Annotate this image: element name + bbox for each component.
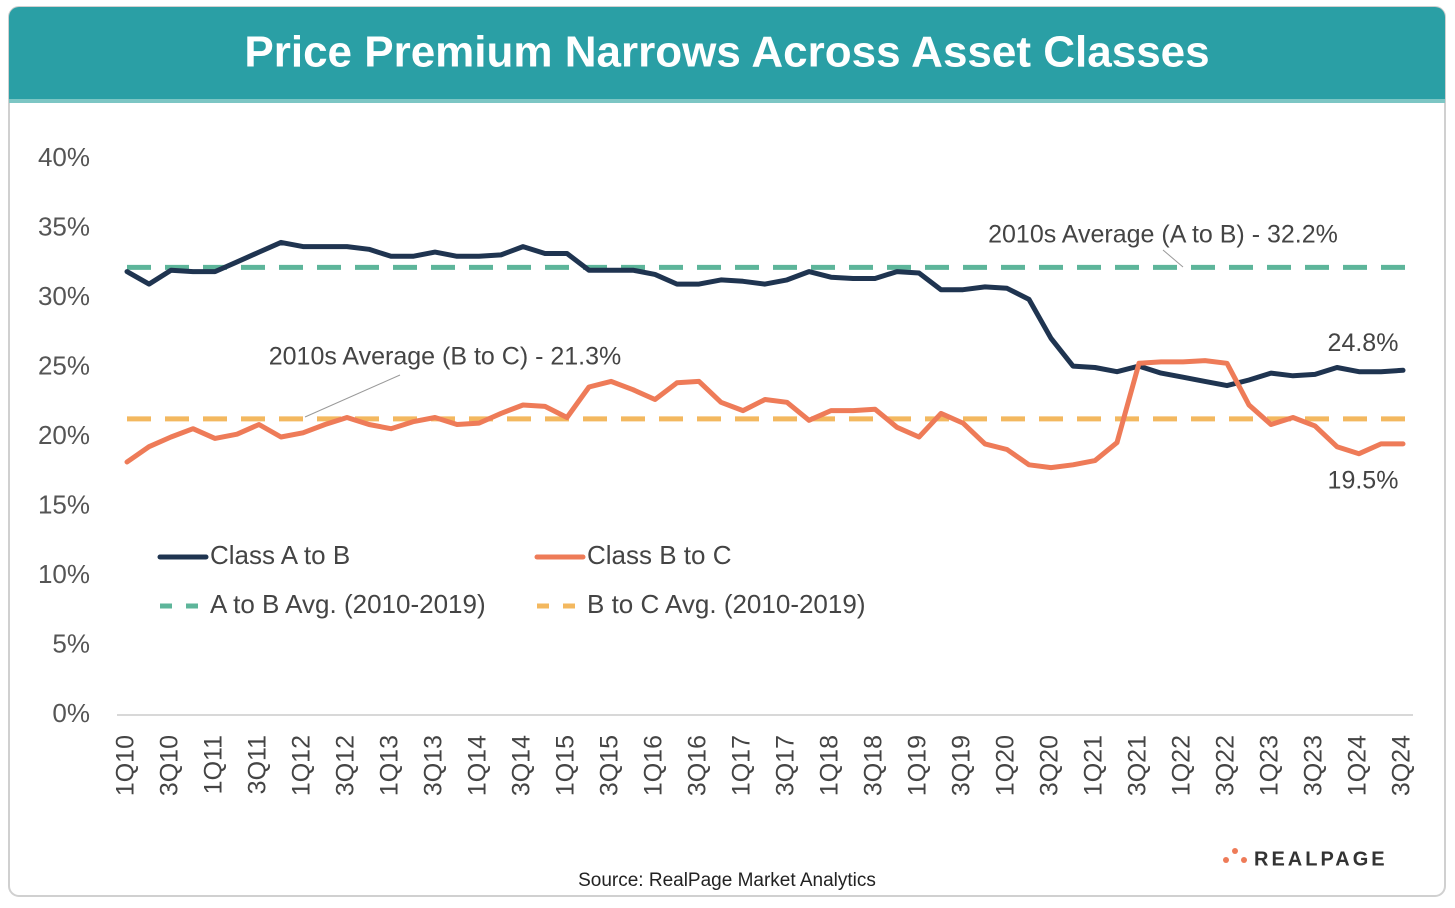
legend-label: A to B Avg. (2010-2019)	[210, 589, 486, 619]
series-line	[124, 239, 1406, 389]
data-label: 19.5%	[1328, 467, 1399, 495]
x-tick-label: 3Q16	[684, 735, 712, 796]
x-tick-label: 3Q23	[1300, 735, 1328, 796]
legend-label: B to C Avg. (2010-2019)	[587, 589, 865, 619]
legend-label: Class A to B	[210, 540, 350, 570]
x-tick-label: 1Q15	[552, 735, 580, 796]
x-tick-label: 1Q20	[992, 735, 1020, 796]
x-tick-label: 1Q14	[464, 735, 492, 796]
series-line	[124, 358, 1406, 471]
x-tick-label: 3Q12	[332, 735, 360, 796]
y-tick-label: 5%	[52, 628, 90, 658]
data-label: 24.8%	[1328, 329, 1399, 357]
x-tick-label: 3Q15	[596, 735, 624, 796]
x-tick-label: 1Q23	[1256, 735, 1284, 796]
x-tick-label: 1Q21	[1080, 735, 1108, 796]
x-tick-label: 1Q24	[1344, 735, 1372, 796]
x-tick-label: 3Q21	[1124, 735, 1152, 796]
y-tick-label: 25%	[38, 350, 90, 380]
annotation-leader	[304, 374, 401, 418]
x-tick-label: 3Q17	[772, 735, 800, 796]
header-bar	[9, 7, 1445, 99]
legend-label: Class B to C	[587, 540, 732, 570]
x-tick-label: 3Q10	[156, 735, 184, 796]
chart-title: Price Premium Narrows Across Asset Class…	[244, 28, 1209, 77]
annotation: 2010s Average (B to C) - 21.3%	[269, 343, 622, 371]
annotation-leader	[1162, 249, 1184, 268]
y-tick-label: 40%	[38, 142, 90, 172]
header-rule	[9, 99, 1445, 103]
x-tick-label: 1Q16	[640, 735, 668, 796]
source: Source: RealPage Market Analytics	[578, 870, 876, 891]
x-tick-label: 1Q12	[288, 735, 316, 796]
y-tick-label: 15%	[38, 489, 90, 519]
x-tick-label: 1Q18	[816, 735, 844, 796]
x-tick-label: 3Q20	[1036, 735, 1064, 796]
y-tick-label: 35%	[38, 211, 90, 241]
y-tick-label: 20%	[38, 420, 90, 450]
x-tick-label: 3Q11	[244, 735, 272, 794]
x-tick-label: 1Q22	[1168, 735, 1196, 796]
y-tick-label: 30%	[38, 281, 90, 311]
x-tick-label: 3Q19	[948, 735, 976, 796]
x-tick-label: 3Q18	[860, 735, 888, 796]
x-tick-label: 3Q13	[420, 735, 448, 796]
y-tick-label: 0%	[52, 698, 90, 728]
annotation: 2010s Average (A to B) - 32.2%	[988, 221, 1338, 249]
x-tick-label: 3Q22	[1212, 735, 1240, 796]
x-tick-label: 3Q24	[1388, 735, 1416, 796]
y-tick-label: 10%	[38, 559, 90, 589]
x-tick-label: 1Q13	[376, 735, 404, 796]
logo: REALPAGE	[1254, 848, 1388, 870]
logo-dots	[1223, 848, 1247, 863]
x-tick-label: 1Q17	[728, 735, 756, 796]
x-tick-label: 3Q14	[508, 735, 536, 796]
x-tick-label: 1Q19	[904, 735, 932, 796]
x-tick-label: 1Q11	[200, 735, 228, 794]
x-tick-label: 1Q10	[112, 735, 140, 796]
